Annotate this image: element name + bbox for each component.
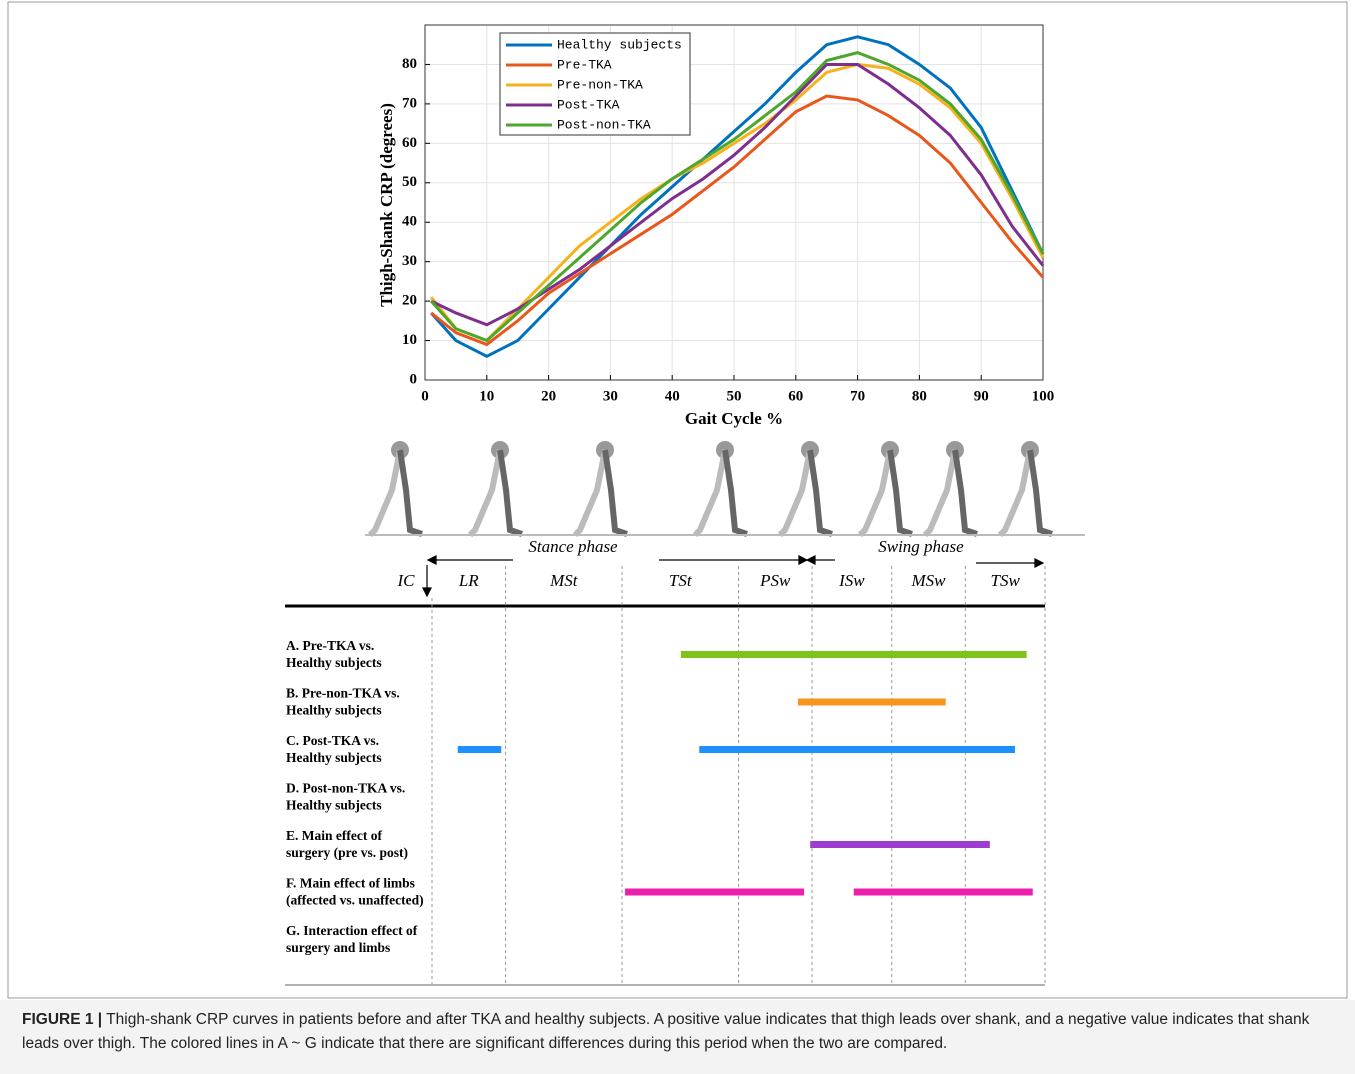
y-axis-label: Thigh-Shank CRP (degrees) <box>377 103 396 307</box>
row-label: C. Post-TKA vs. <box>286 733 379 748</box>
series-line <box>430 94 1045 347</box>
skeletons <box>370 441 1052 535</box>
x-tick-label: 0 <box>421 388 429 404</box>
row-label: Healthy subjects <box>286 750 382 765</box>
caption: FIGURE 1 | Thigh-shank CRP curves in pat… <box>0 1000 1355 1074</box>
phase-label: TSw <box>991 571 1021 590</box>
x-axis-label: Gait Cycle % <box>685 409 783 428</box>
phase-label: LR <box>458 571 479 590</box>
y-tick-label: 0 <box>410 371 418 387</box>
legend-label: Post-non-TKA <box>557 117 651 132</box>
y-tick-label: 60 <box>402 135 417 151</box>
y-tick-label: 30 <box>402 253 417 269</box>
caption-text: Thigh-shank CRP curves in patients befor… <box>22 1011 1310 1052</box>
row-label: (affected vs. unaffected) <box>286 893 424 908</box>
x-tick-label: 30 <box>603 388 618 404</box>
phase-label: ISw <box>838 571 865 590</box>
row-label: surgery and limbs <box>286 940 390 955</box>
phase-group-label: Swing phase <box>878 537 964 556</box>
significance-bar <box>797 698 946 706</box>
phase-group-label: Stance phase <box>528 537 618 556</box>
phase-label: TSt <box>669 571 693 590</box>
significance-bar <box>699 746 1015 753</box>
row-label: Healthy subjects <box>286 798 382 813</box>
y-tick-label: 20 <box>402 293 417 309</box>
significance-bar <box>680 651 1027 658</box>
row-label: B. Pre-non-TKA vs. <box>286 686 400 701</box>
phase-label: MSt <box>549 571 579 590</box>
x-tick-label: 10 <box>479 388 494 404</box>
x-tick-label: 20 <box>541 388 556 404</box>
row-label: F. Main effect of limbs <box>286 876 415 891</box>
row-label: G. Interaction effect of <box>286 923 418 938</box>
y-tick-label: 40 <box>402 214 417 230</box>
row-label: A. Pre-TKA vs. <box>286 638 374 653</box>
x-tick-label: 50 <box>727 388 742 404</box>
y-tick-label: 80 <box>402 56 417 72</box>
phase-label: PSw <box>759 571 791 590</box>
caption-label: FIGURE 1 | <box>22 1011 103 1028</box>
x-tick-label: 100 <box>1032 388 1055 404</box>
row-label: D. Post-non-TKA vs. <box>286 781 405 796</box>
series-line <box>430 35 1045 359</box>
phase-arrows <box>422 555 1045 598</box>
x-tick-label: 80 <box>912 388 927 404</box>
x-tick-label: 90 <box>974 388 989 404</box>
y-tick-label: 70 <box>402 95 417 111</box>
plot-frame <box>424 24 1044 381</box>
row-label: surgery (pre vs. post) <box>286 845 408 860</box>
significance-bar <box>625 888 805 896</box>
series-line <box>429 62 1045 343</box>
row-label: Healthy subjects <box>286 655 382 670</box>
legend-label: Pre-non-TKA <box>557 77 643 92</box>
row-label: E. Main effect of <box>286 828 382 843</box>
y-tick-label: 10 <box>402 332 417 348</box>
legend-label: Healthy subjects <box>557 37 682 52</box>
legend-label: Pre-TKA <box>557 57 612 72</box>
x-tick-label: 70 <box>850 388 865 404</box>
phase-label: MSw <box>911 571 947 590</box>
significance-bar <box>810 841 990 848</box>
legend-label: Post-TKA <box>557 97 620 112</box>
y-tick-label: 50 <box>402 174 417 190</box>
significance-bar <box>457 746 502 753</box>
chart: Thigh-Shank CRP (degrees) Gait Cycle % 0… <box>7 1 1348 999</box>
x-tick-label: 60 <box>788 388 803 404</box>
x-tick-label: 40 <box>665 388 680 404</box>
figure-border <box>7 1 1348 999</box>
phase-label: IC <box>397 571 416 590</box>
significance-bar <box>853 888 1033 896</box>
series-line <box>430 51 1045 343</box>
row-label: Healthy subjects <box>286 703 382 718</box>
